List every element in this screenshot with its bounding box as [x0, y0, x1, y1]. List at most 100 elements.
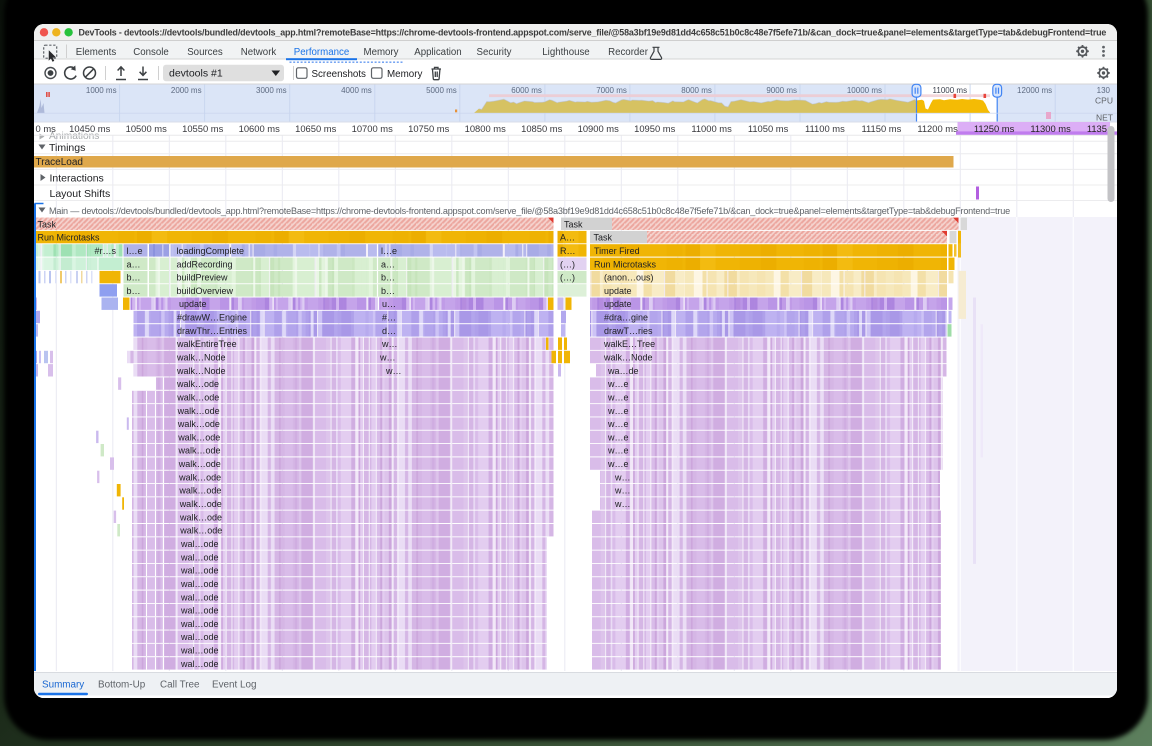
- svg-text:Memory: Memory: [364, 47, 399, 58]
- svg-text:Network: Network: [241, 47, 277, 58]
- svg-text:3000 ms: 3000 ms: [256, 86, 287, 95]
- svg-text:Timer Fired: Timer Fired: [594, 246, 640, 256]
- svg-text:Application: Application: [414, 47, 461, 58]
- svg-text:b…: b…: [381, 286, 395, 296]
- svg-text:Bottom-Up: Bottom-Up: [98, 680, 146, 691]
- svg-text:10600 ms: 10600 ms: [239, 123, 280, 134]
- svg-text:Task: Task: [38, 219, 57, 229]
- svg-text:Event Log: Event Log: [212, 680, 256, 691]
- svg-text:walk…ode: walk…ode: [177, 406, 220, 416]
- svg-text:wal…ode: wal…ode: [180, 579, 219, 589]
- svg-text:update: update: [179, 299, 207, 309]
- svg-text:Screenshots: Screenshots: [312, 69, 367, 80]
- svg-text:5000 ms: 5000 ms: [426, 86, 457, 95]
- svg-text:a…: a…: [381, 259, 395, 269]
- svg-text:(…): (…): [560, 259, 575, 269]
- svg-text:2000 ms: 2000 ms: [171, 86, 202, 95]
- svg-text:w…e: w…e: [607, 379, 629, 389]
- svg-text:#drawW…Engine: #drawW…Engine: [177, 313, 247, 323]
- svg-text:10000 ms: 10000 ms: [847, 86, 882, 95]
- svg-text:6000 ms: 6000 ms: [511, 86, 542, 95]
- svg-text:w…e: w…e: [607, 419, 629, 429]
- svg-text:wal…ode: wal…ode: [180, 552, 219, 562]
- svg-text:walkEntireTree: walkEntireTree: [176, 339, 237, 349]
- svg-text:walk…ode: walk…ode: [178, 459, 221, 469]
- svg-text:10850 ms: 10850 ms: [521, 123, 562, 134]
- svg-text:CPU: CPU: [1095, 96, 1113, 106]
- svg-text:(…): (…): [560, 273, 575, 283]
- svg-text:b…: b…: [381, 273, 395, 283]
- svg-text:Run Microtasks: Run Microtasks: [38, 233, 101, 243]
- svg-text:10750 ms: 10750 ms: [408, 123, 449, 134]
- svg-text:buildPreview: buildPreview: [177, 273, 229, 283]
- svg-text:update: update: [604, 286, 632, 296]
- svg-text:w…: w…: [381, 339, 398, 349]
- svg-text:wal…ode: wal…ode: [180, 659, 219, 669]
- svg-text:Timings: Timings: [49, 142, 85, 154]
- svg-text:Interactions: Interactions: [50, 173, 104, 185]
- svg-text:w…: w…: [379, 353, 396, 363]
- svg-text:w…e: w…e: [607, 432, 629, 442]
- svg-text:walk…ode: walk…ode: [178, 486, 221, 496]
- svg-text:walk…Node: walk…Node: [603, 353, 653, 363]
- svg-text:0 ms: 0 ms: [36, 123, 57, 134]
- svg-text:wal…ode: wal…ode: [180, 539, 219, 549]
- svg-text:Recorder: Recorder: [608, 47, 649, 58]
- svg-text:Sources: Sources: [187, 47, 223, 58]
- svg-text:Animations: Animations: [49, 131, 99, 142]
- svg-text:4000 ms: 4000 ms: [341, 86, 372, 95]
- svg-text:Performance: Performance: [294, 47, 349, 58]
- svg-text:NET: NET: [1096, 113, 1113, 123]
- svg-text:Console: Console: [133, 47, 169, 58]
- svg-text:u…: u…: [382, 299, 396, 309]
- svg-text:Call Tree: Call Tree: [160, 680, 200, 691]
- svg-text:addRecording: addRecording: [177, 259, 233, 269]
- svg-text:wal…ode: wal…ode: [180, 619, 219, 629]
- svg-text:drawThr…Entries: drawThr…Entries: [177, 326, 248, 336]
- svg-text:R…: R…: [560, 246, 576, 256]
- svg-text:w…e: w…e: [607, 446, 629, 456]
- svg-text:7000 ms: 7000 ms: [596, 86, 627, 95]
- svg-text:11000 ms: 11000 ms: [933, 86, 968, 95]
- svg-text:1135: 1135: [1087, 123, 1107, 134]
- svg-text:Task: Task: [564, 219, 583, 229]
- svg-text:walk…ode: walk…ode: [177, 419, 220, 429]
- svg-text:walk…ode: walk…ode: [179, 499, 222, 509]
- svg-text:l…e: l…e: [127, 246, 143, 256]
- svg-text:w…e: w…e: [607, 459, 629, 469]
- svg-text:walkE…Tree: walkE…Tree: [603, 339, 655, 349]
- svg-text:loadingComplete: loadingComplete: [177, 246, 245, 256]
- svg-text:wal…ode: wal…ode: [180, 606, 219, 616]
- svg-text:walk…ode: walk…ode: [178, 472, 221, 482]
- svg-text:wal…ode: wal…ode: [180, 632, 219, 642]
- svg-text:walk…ode: walk…ode: [179, 526, 222, 536]
- svg-text:1000 ms: 1000 ms: [86, 86, 117, 95]
- svg-text:l…e: l…e: [381, 246, 397, 256]
- svg-text:w…e: w…e: [607, 393, 629, 403]
- svg-text:w…: w…: [614, 486, 631, 496]
- svg-text:wal…ode: wal…ode: [180, 566, 219, 576]
- svg-text:DevTools - devtools://devtools: DevTools - devtools://devtools/bundled/d…: [79, 28, 1107, 38]
- svg-text:#r…s: #r…s: [94, 246, 116, 256]
- svg-text:devtools #1: devtools #1: [169, 67, 223, 79]
- svg-text:Lighthouse: Lighthouse: [542, 47, 589, 58]
- svg-text:10900 ms: 10900 ms: [578, 123, 619, 134]
- svg-text:a…: a…: [127, 259, 141, 269]
- svg-text:drawT…ries: drawT…ries: [604, 326, 653, 336]
- svg-text:b…: b…: [127, 286, 141, 296]
- svg-text:130: 130: [1097, 86, 1111, 95]
- svg-text:wal…ode: wal…ode: [180, 646, 219, 656]
- svg-text:11000 ms: 11000 ms: [691, 123, 732, 134]
- svg-text:11050 ms: 11050 ms: [748, 123, 789, 134]
- svg-text:b…: b…: [127, 273, 141, 283]
- svg-text:w…e: w…e: [607, 406, 629, 416]
- svg-text:10700 ms: 10700 ms: [352, 123, 393, 134]
- svg-text:A…: A…: [560, 233, 575, 243]
- svg-text:wa…de: wa…de: [607, 366, 639, 376]
- svg-text:TraceLoad: TraceLoad: [36, 157, 83, 168]
- svg-text:11200 ms: 11200 ms: [917, 123, 958, 134]
- svg-text:10500 ms: 10500 ms: [126, 123, 167, 134]
- svg-text:8000 ms: 8000 ms: [681, 86, 712, 95]
- svg-text:walk…ode: walk…ode: [179, 512, 222, 522]
- svg-text:w…: w…: [614, 472, 631, 482]
